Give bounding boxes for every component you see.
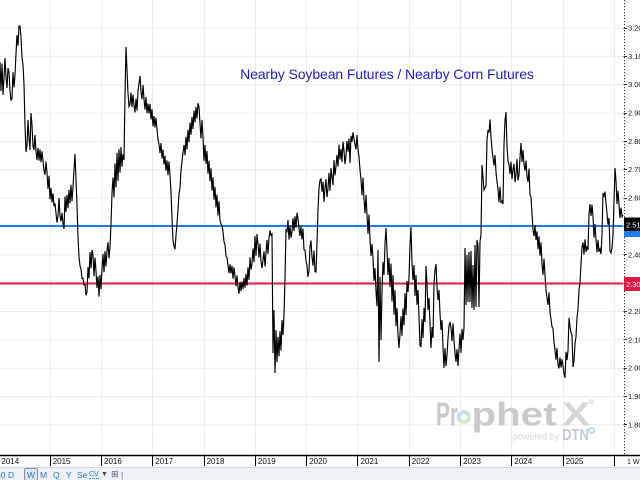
svg-text:powered by: powered by (513, 432, 559, 443)
svg-text:3.00: 3.00 (628, 80, 640, 89)
svg-text:2.90: 2.90 (628, 109, 640, 118)
svg-text:2017: 2017 (155, 457, 173, 466)
svg-text:2020: 2020 (309, 457, 327, 466)
svg-text:3.10: 3.10 (628, 52, 640, 61)
svg-text:2.10: 2.10 (628, 335, 640, 344)
svg-text:2023: 2023 (463, 457, 481, 466)
svg-text:2.40: 2.40 (628, 250, 640, 259)
svg-text:2.70: 2.70 (628, 165, 640, 174)
svg-text:2018: 2018 (207, 457, 225, 466)
svg-text:2019: 2019 (258, 457, 276, 466)
svg-text:2016: 2016 (104, 457, 122, 466)
svg-text:2014: 2014 (1, 457, 19, 466)
svg-text:2021: 2021 (361, 457, 379, 466)
svg-text:2024: 2024 (514, 457, 532, 466)
svg-text:1.90: 1.90 (628, 392, 640, 401)
svg-text:1 Wk: 1 Wk (627, 459, 640, 466)
svg-text:2.20: 2.20 (628, 307, 640, 316)
svg-text:DTN: DTN (562, 427, 589, 444)
svg-text:2.30: 2.30 (626, 280, 640, 289)
svg-text:Pr: Pr (436, 396, 458, 433)
svg-text:1.80: 1.80 (628, 420, 640, 429)
svg-text:X: X (562, 396, 590, 433)
svg-text:Nearby Soybean Futures / Nearb: Nearby Soybean Futures / Nearby Corn Fut… (240, 66, 534, 82)
svg-text:2.80: 2.80 (628, 137, 640, 146)
svg-text:2.00: 2.00 (628, 364, 640, 373)
svg-text:2022: 2022 (412, 457, 430, 466)
svg-text:2015: 2015 (53, 457, 71, 466)
svg-text:2025: 2025 (566, 457, 584, 466)
svg-text:2.51: 2.51 (626, 221, 640, 230)
svg-text:3.20: 3.20 (628, 24, 640, 33)
svg-text:phet: phet (472, 396, 557, 433)
svg-text:2.60: 2.60 (628, 194, 640, 203)
